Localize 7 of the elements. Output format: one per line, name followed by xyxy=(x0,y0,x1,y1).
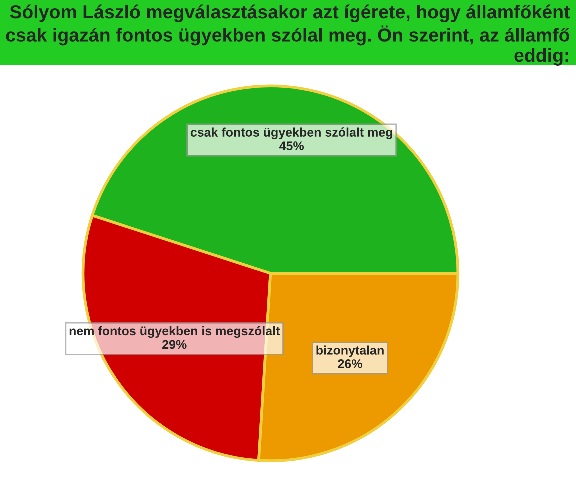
slice-label: csak fontos ügyekben szólalt meg xyxy=(190,128,392,140)
data-label: 29% xyxy=(162,340,187,350)
chart-title: Sólyom László megválasztásakor azt ígérete, hogy államfőként csak igazán fontos ügyekben szólal meg. Ön szerint, az államfő eddig: xyxy=(6,4,570,66)
slice-label: nem fontos ügyekben is megszólalt xyxy=(70,326,280,338)
data-label: 45% xyxy=(280,142,304,150)
slice-label: bizonytalan xyxy=(316,346,384,358)
data-label: 26% xyxy=(338,360,362,368)
